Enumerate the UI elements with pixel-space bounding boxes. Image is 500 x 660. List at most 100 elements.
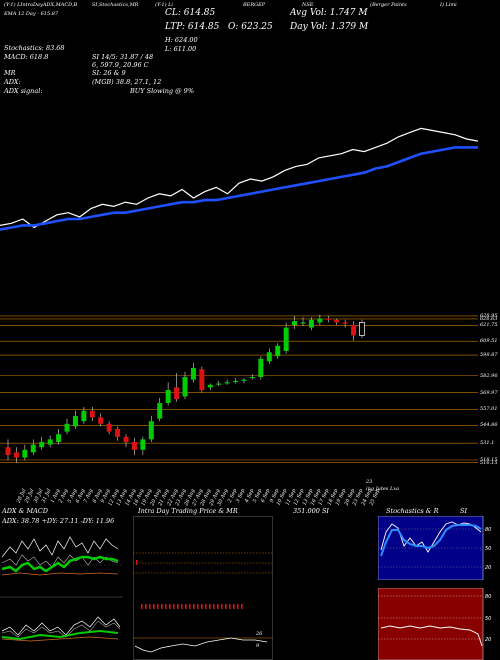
price-tick-label: 628.95 — [480, 312, 498, 319]
candle-body — [182, 377, 188, 397]
rsi-tick-80: 80 — [485, 594, 491, 600]
candle-body — [216, 383, 222, 385]
intraday-tick — [229, 604, 231, 609]
intraday-tick — [145, 604, 147, 609]
symbol: BERGEP — [243, 2, 266, 8]
candle-body — [249, 377, 255, 379]
header-line-3: (Y-1) Li — [155, 2, 174, 8]
candle-body — [207, 384, 213, 388]
si-readout: SI 14/5: 31.87 / 48 — [92, 53, 154, 61]
rsi-panel: 80 50 20 — [378, 588, 491, 660]
adx-signal-value: BUY Slowing @ 9% — [130, 87, 194, 95]
header-line-2: SI,Stochastics,MR — [92, 2, 139, 8]
price-tick-label: 557.01 — [480, 406, 498, 413]
candle-body — [174, 387, 180, 400]
candle-body — [199, 369, 205, 390]
intraday-tick — [205, 604, 207, 609]
candle-body — [89, 410, 95, 418]
price-tick-label: 531.1 — [480, 440, 495, 447]
candle-body — [39, 442, 45, 448]
candle-body — [157, 403, 163, 419]
intraday-tick — [233, 604, 235, 609]
candle-body — [22, 449, 28, 458]
date-extra-2: ing Jutes Lxa — [366, 486, 400, 492]
candle-body — [300, 322, 306, 324]
ltp-price: LTP: 614.85 — [165, 22, 220, 32]
ema-chart — [0, 127, 479, 231]
macd-values: 6, 597.9, 20.96 C — [92, 61, 149, 69]
intraday-tick — [173, 604, 175, 609]
price-tick-label: 544.86 — [480, 422, 498, 429]
intraday-tick — [201, 604, 203, 609]
exchange: NSE — [302, 2, 314, 8]
intraday-tick — [221, 604, 223, 609]
price-tick-label: 582.96 — [480, 372, 498, 379]
date-extra: 23 — [366, 479, 373, 485]
adx-signal-label: ADX signal: — [4, 87, 43, 95]
candle-body — [258, 358, 264, 377]
candle-body — [266, 352, 272, 362]
candle-body — [317, 318, 323, 323]
company-name-2: I) Limi — [440, 2, 457, 8]
intraday-tick — [185, 604, 187, 609]
candle-body — [64, 423, 70, 432]
candle-body — [351, 325, 357, 336]
mr-values: SI: 26 & 9 — [92, 69, 126, 77]
candlestick-chart — [5, 314, 365, 463]
ema-label: EMA 12 Day - 615.87 — [4, 11, 59, 17]
intraday-tick — [225, 604, 227, 609]
main-chart — [0, 127, 479, 463]
rsi-tick-50: 50 — [485, 616, 491, 622]
adx-panel-title: ADX & MACD — [2, 507, 48, 515]
company-name: (Berger Paints — [370, 2, 407, 8]
candle-body — [342, 322, 348, 324]
intraday-tick — [209, 604, 211, 609]
intraday-tick — [161, 604, 163, 609]
adx-label: ADX: — [4, 78, 21, 86]
intraday-tick — [213, 604, 215, 609]
price-line — [0, 127, 479, 229]
candle-body — [334, 319, 340, 323]
price-tick-label: 569.97 — [480, 389, 498, 396]
candle-body — [148, 421, 154, 440]
candle-body — [224, 382, 230, 384]
candle-body — [56, 434, 62, 442]
candle-body — [30, 444, 36, 453]
intraday-tick — [165, 604, 167, 609]
intraday-price-marks — [141, 604, 243, 609]
candle-body — [165, 390, 171, 403]
candle-body — [275, 345, 281, 357]
intraday-tick — [237, 604, 239, 609]
candle-body — [47, 439, 53, 445]
candle-body — [325, 318, 331, 320]
candle-body — [13, 452, 19, 458]
stochastics-readout: Stochastics: 83.68 — [4, 44, 65, 52]
stoch-tick-80: 80 — [485, 527, 491, 533]
stoch-tick-20: 20 — [485, 565, 491, 571]
intraday-tick — [189, 604, 191, 609]
intraday-tick — [157, 604, 159, 609]
adx-macd-panel — [0, 527, 123, 660]
candle-body — [308, 319, 314, 328]
rsi-tick-20: 20 — [485, 637, 491, 643]
close-price: CL: 614.85 — [165, 8, 216, 18]
candle-body — [233, 380, 239, 383]
intraday-mr-label: 26 — [256, 631, 263, 637]
ema-line — [0, 146, 478, 231]
open-price: O: 623.25 — [228, 22, 273, 32]
intraday-tick — [149, 604, 151, 609]
price-tick-label: 621.75 — [480, 322, 498, 329]
adx-panel-values: ADX: 38.78 +DY: 27.11 -DY: 11.96 — [2, 517, 115, 525]
intraday-panel-title: Intra Day Trading Price & MR — [138, 507, 238, 515]
price-tick-label: 518.15 — [480, 457, 498, 463]
intraday-tick — [177, 604, 179, 609]
header-line-1: (Y-1) LIntraDayADX,MACD,B — [4, 2, 78, 8]
candle-body — [81, 410, 87, 422]
day-volume: Day Vol: 1.379 M — [290, 22, 369, 32]
candle-body — [190, 367, 196, 380]
low-price: L: 611.00 — [165, 45, 197, 53]
candle-body — [115, 429, 121, 437]
candle-body — [241, 379, 247, 381]
macd-readout: MACD: 618.8 — [4, 53, 49, 61]
price-tick-label: 598.87 — [480, 352, 498, 359]
